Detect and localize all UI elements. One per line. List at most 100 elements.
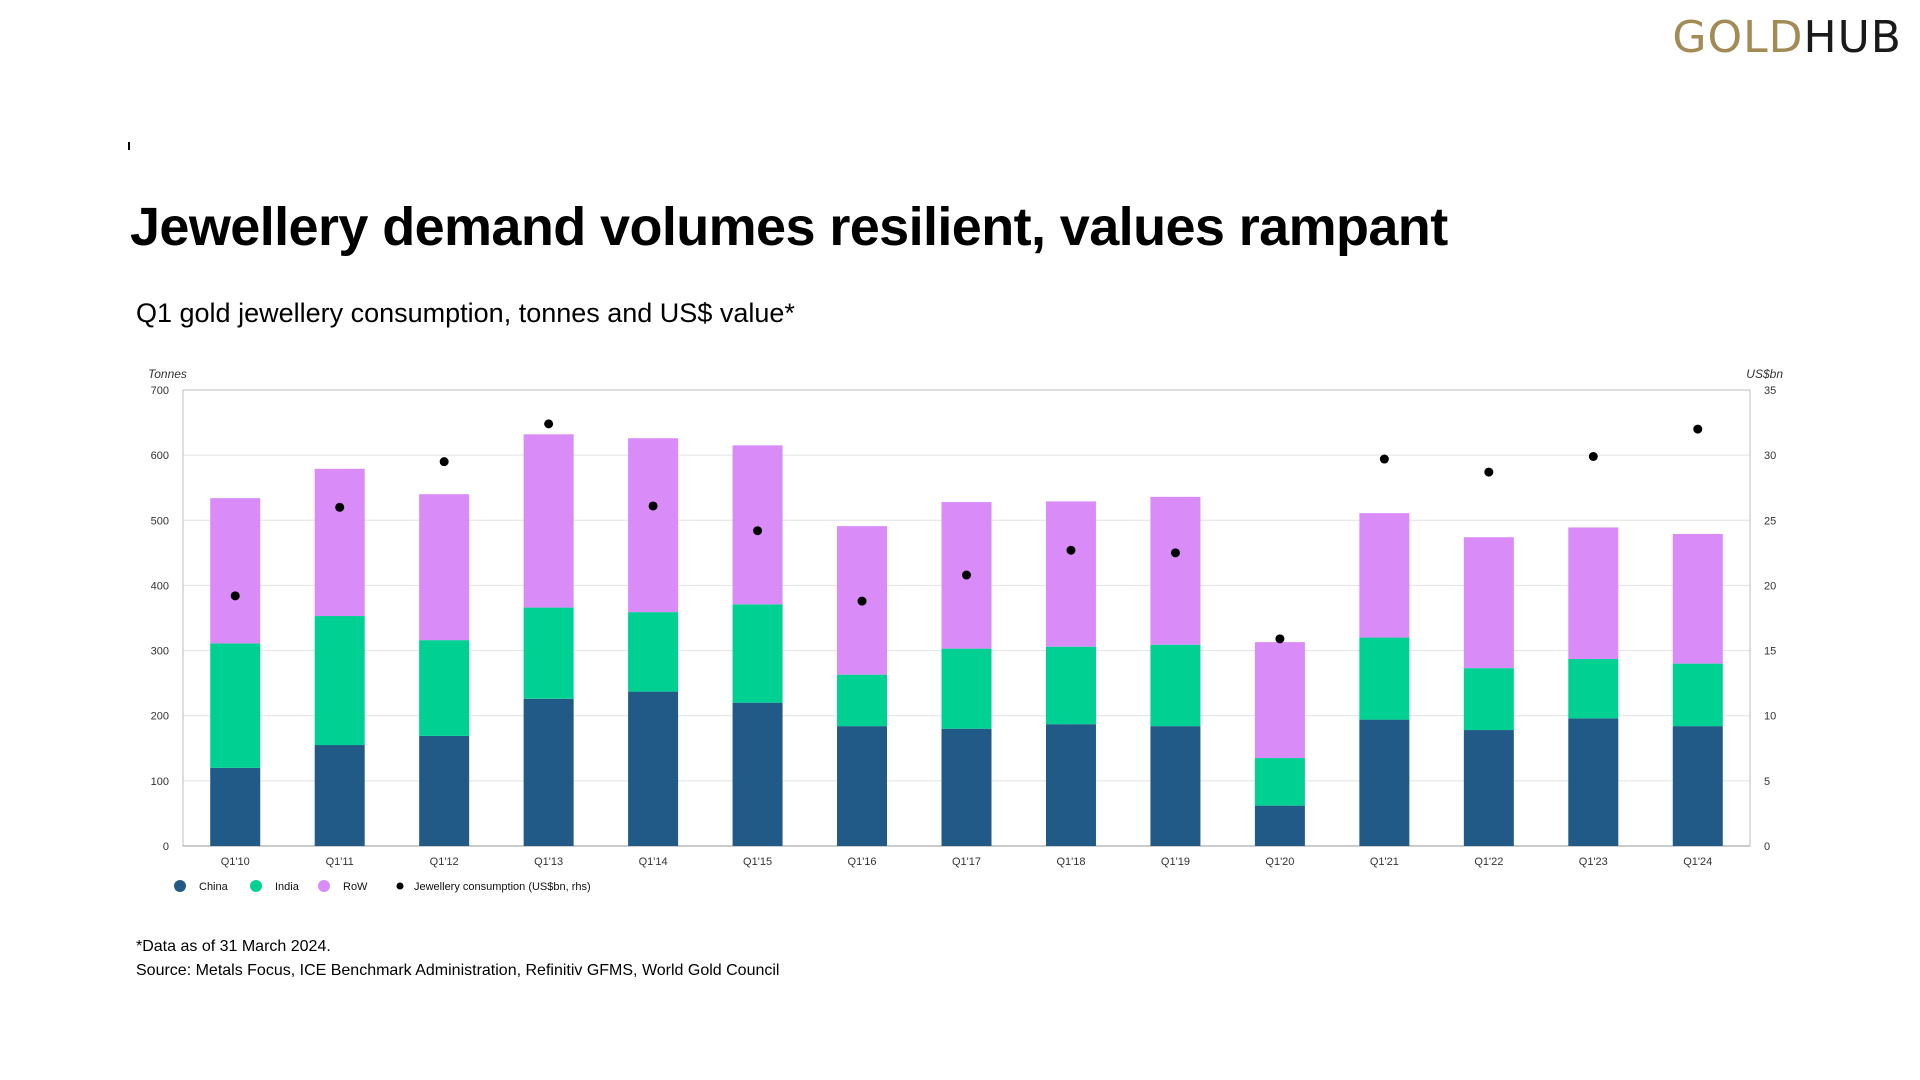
value-dot bbox=[962, 570, 971, 580]
bar-row bbox=[210, 498, 261, 644]
legend-label: India bbox=[275, 881, 300, 893]
x-tick-label: Q1'15 bbox=[743, 856, 772, 868]
legend-label: RoW bbox=[343, 881, 368, 893]
y-right-tick-label: 25 bbox=[1764, 515, 1776, 527]
bar-china bbox=[1150, 726, 1201, 846]
page-title: Jewellery demand volumes resilient, valu… bbox=[130, 197, 1448, 257]
bar-china bbox=[837, 726, 888, 846]
bar-row bbox=[523, 434, 574, 608]
x-tick-label: Q1'12 bbox=[430, 856, 459, 868]
bar-china bbox=[1672, 726, 1723, 846]
value-dot bbox=[1693, 424, 1703, 434]
value-dot bbox=[1588, 451, 1598, 461]
bar-india bbox=[1150, 644, 1201, 727]
x-tick-label: Q1'20 bbox=[1265, 856, 1294, 868]
bar-row bbox=[1672, 533, 1723, 664]
bar-india bbox=[1568, 659, 1619, 719]
bar-china bbox=[1254, 805, 1305, 846]
bar-india bbox=[628, 612, 679, 692]
bar-row bbox=[314, 468, 365, 617]
y-right-tick-label: 10 bbox=[1764, 711, 1776, 723]
bar-row bbox=[732, 445, 783, 605]
bar-china bbox=[941, 728, 992, 846]
x-tick-label: Q1'22 bbox=[1474, 856, 1503, 868]
logo-hub-text: HUB bbox=[1803, 12, 1902, 63]
legend-label: China bbox=[199, 881, 229, 893]
legend-label: Jewellery consumption (US$bn, rhs) bbox=[414, 881, 591, 893]
bar-india bbox=[314, 616, 365, 746]
value-dot bbox=[857, 596, 867, 606]
bar-china bbox=[523, 698, 574, 846]
bar-india bbox=[941, 648, 992, 729]
bar-india bbox=[1254, 758, 1305, 806]
x-tick-label: Q1'19 bbox=[1161, 856, 1190, 868]
bar-china bbox=[1045, 724, 1096, 846]
y-left-tick-label: 100 bbox=[151, 776, 169, 788]
y-left-tick-label: 200 bbox=[151, 711, 169, 723]
x-tick-label: Q1'16 bbox=[848, 856, 877, 868]
bar-china bbox=[314, 745, 365, 846]
bar-india bbox=[837, 674, 888, 727]
bar-india bbox=[1672, 663, 1723, 727]
value-dot bbox=[648, 501, 658, 511]
bar-china bbox=[1568, 718, 1619, 846]
value-dot bbox=[1275, 634, 1285, 644]
bar-china bbox=[628, 691, 679, 846]
bar-india bbox=[732, 604, 783, 703]
bar-india bbox=[1359, 637, 1410, 720]
x-tick-label: Q1'24 bbox=[1683, 856, 1712, 868]
y-right-axis-title: US$bn bbox=[1746, 367, 1783, 381]
bar-row bbox=[1359, 513, 1410, 638]
bar-row bbox=[1150, 496, 1201, 645]
legend-marker-dots bbox=[396, 882, 404, 890]
legend-marker-india bbox=[250, 880, 262, 892]
decorative-tick bbox=[128, 142, 130, 150]
bar-india bbox=[1045, 646, 1096, 725]
value-dot bbox=[1379, 454, 1389, 464]
legend-marker-china bbox=[174, 880, 186, 892]
bar-india bbox=[1463, 668, 1514, 731]
y-left-tick-label: 500 bbox=[151, 515, 169, 527]
x-tick-label: Q1'14 bbox=[639, 856, 668, 868]
goldhub-logo: GOLDHUB bbox=[1672, 12, 1902, 63]
stacked-bar-chart: 0 100 200 300 400 500 600 700 0 5 10 15 20 25 30 35 Tonn… bbox=[148, 367, 1783, 893]
bar-row bbox=[1254, 642, 1305, 759]
value-dot bbox=[1484, 467, 1494, 477]
bar-row bbox=[628, 438, 679, 613]
bar-china bbox=[419, 735, 470, 846]
value-dot bbox=[335, 502, 345, 512]
bar-china bbox=[210, 767, 261, 846]
chart-subtitle: Q1 gold jewellery consumption, tonnes an… bbox=[136, 298, 795, 328]
value-dot bbox=[230, 591, 240, 601]
legend-marker-row bbox=[318, 880, 330, 892]
x-tick-label: Q1'23 bbox=[1579, 856, 1608, 868]
y-left-tick-label: 600 bbox=[151, 450, 169, 462]
y-right-tick-label: 20 bbox=[1764, 580, 1776, 592]
y-right-tick-label: 0 bbox=[1764, 841, 1770, 853]
source-note: Source: Metals Focus, ICE Benchmark Admi… bbox=[136, 962, 780, 979]
y-left-tick-label: 700 bbox=[151, 385, 169, 397]
y-left-tick-label: 400 bbox=[151, 580, 169, 592]
bar-india bbox=[210, 643, 261, 768]
logo-gold-text: GOLD bbox=[1672, 12, 1804, 63]
x-tick-label: Q1'13 bbox=[534, 856, 563, 868]
bar-row bbox=[419, 494, 470, 641]
bar-india bbox=[419, 640, 470, 736]
data-note: *Data as of 31 March 2024. bbox=[136, 938, 331, 955]
bar-china bbox=[1463, 730, 1514, 846]
bar-india bbox=[523, 607, 574, 699]
value-dot bbox=[753, 526, 763, 536]
value-dot bbox=[1170, 548, 1180, 558]
y-left-tick-label: 0 bbox=[163, 841, 169, 853]
y-left-tick-label: 300 bbox=[151, 646, 169, 658]
y-right-tick-label: 30 bbox=[1764, 450, 1776, 462]
value-dot bbox=[439, 457, 449, 467]
x-tick-label: Q1'11 bbox=[326, 856, 354, 868]
x-tick-label: Q1'17 bbox=[952, 856, 981, 868]
footnotes: *Data as of 31 March 2024. Source: Metal… bbox=[136, 935, 779, 983]
y-right-tick-label: 15 bbox=[1764, 646, 1776, 658]
bar-china bbox=[732, 702, 783, 846]
x-tick-label: Q1'21 bbox=[1370, 856, 1399, 868]
x-tick-label: Q1'10 bbox=[221, 856, 250, 868]
value-dot bbox=[544, 419, 554, 429]
